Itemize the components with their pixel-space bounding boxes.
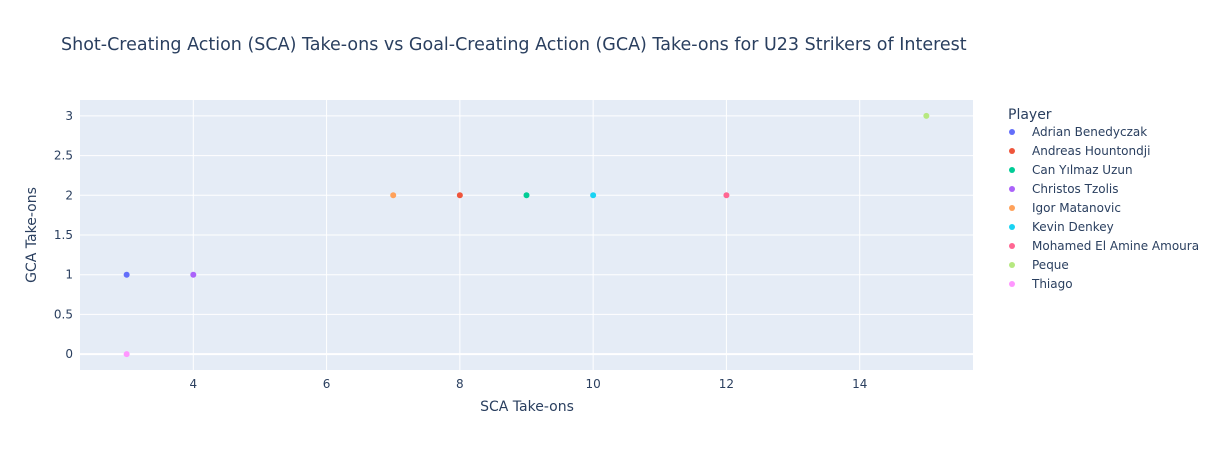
data-point[interactable] xyxy=(190,271,197,278)
y-tick-label: 2.5 xyxy=(54,149,73,163)
legend-item[interactable]: Igor Matanovic xyxy=(1032,201,1121,215)
x-axis-ticks: 4 6 8 10 12 14 xyxy=(189,377,867,391)
x-tick-label: 8 xyxy=(456,377,464,391)
y-axis-label: GCA Take-ons xyxy=(24,187,40,283)
legend-marker xyxy=(1009,167,1015,173)
y-tick-label: 2 xyxy=(65,188,73,202)
data-point[interactable] xyxy=(523,192,530,199)
legend-item[interactable]: Andreas Hountondji xyxy=(1032,144,1150,158)
y-tick-label: 0.5 xyxy=(54,307,73,321)
y-axis-ticks: 0 0.5 1 1.5 2 2.5 3 xyxy=(54,109,73,361)
legend: Player Adrian Benedyczak Andreas Hountond… xyxy=(1008,107,1199,291)
legend-item[interactable]: Christos Tzolis xyxy=(1032,182,1119,196)
y-tick-label: 1.5 xyxy=(54,228,73,242)
y-tick-label: 0 xyxy=(65,347,73,361)
x-axis-label: SCA Take-ons xyxy=(480,399,574,415)
data-points xyxy=(123,112,930,358)
data-point[interactable] xyxy=(123,351,130,358)
chart-title: Shot-Creating Action (SCA) Take-ons vs G… xyxy=(61,35,967,55)
x-tick-label: 4 xyxy=(189,377,197,391)
legend-item[interactable]: Mohamed El Amine Amoura xyxy=(1032,239,1199,253)
x-tick-label: 12 xyxy=(719,377,734,391)
legend-marker xyxy=(1009,205,1015,211)
y-tick-label: 1 xyxy=(65,268,73,282)
legend-item[interactable]: Adrian Benedyczak xyxy=(1032,125,1147,139)
x-tick-label: 6 xyxy=(323,377,331,391)
legend-item[interactable]: Thiago xyxy=(1031,277,1073,291)
data-point[interactable] xyxy=(590,192,597,199)
legend-marker xyxy=(1009,129,1015,135)
y-tick-label: 3 xyxy=(65,109,73,123)
legend-marker xyxy=(1009,262,1015,268)
legend-marker xyxy=(1009,281,1015,287)
legend-marker xyxy=(1009,224,1015,230)
data-point[interactable] xyxy=(123,271,130,278)
data-point[interactable] xyxy=(390,192,397,199)
legend-item[interactable]: Peque xyxy=(1032,258,1069,272)
legend-marker xyxy=(1009,243,1015,249)
legend-item[interactable]: Can Yılmaz Uzun xyxy=(1032,163,1133,177)
x-tick-label: 14 xyxy=(852,377,867,391)
data-point[interactable] xyxy=(456,192,463,199)
x-tick-label: 10 xyxy=(586,377,601,391)
legend-marker xyxy=(1009,148,1015,154)
legend-item[interactable]: Kevin Denkey xyxy=(1032,220,1114,234)
legend-title: Player xyxy=(1008,107,1052,123)
legend-marker xyxy=(1009,186,1015,192)
data-point[interactable] xyxy=(923,112,930,119)
data-point[interactable] xyxy=(723,192,730,199)
